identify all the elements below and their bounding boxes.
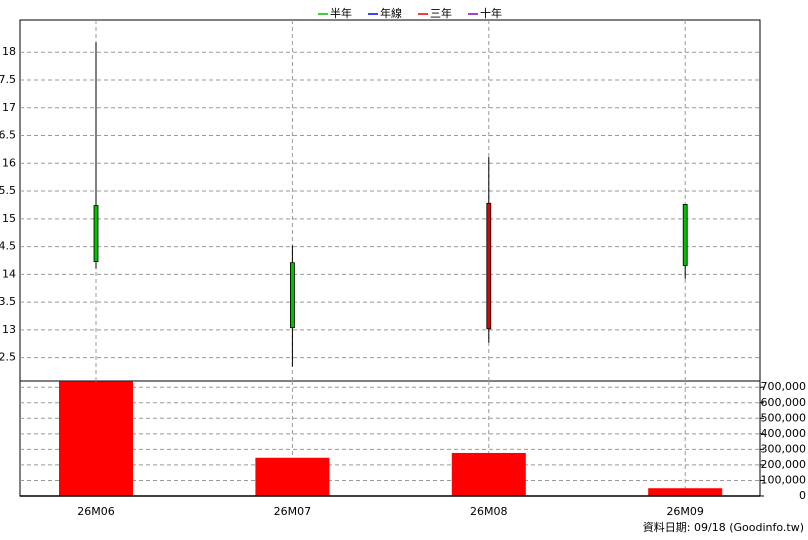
y-tick-label: 3.5 [0, 295, 16, 308]
price-panel [19, 19, 761, 382]
y-tick-label: 500,000 [761, 411, 807, 424]
y-tick-label: 200,000 [761, 458, 807, 471]
legend-label: 十年 [480, 6, 502, 20]
bar [59, 381, 133, 496]
y-tick-label: 13 [2, 323, 16, 336]
y-tick-label: 7.5 [0, 73, 16, 86]
y-tick-label: 700,000 [761, 380, 807, 393]
y-tick-label: 17 [2, 101, 16, 114]
y-tick-label: 4.5 [0, 240, 16, 253]
source-note: 資料日期: 09/18 (Goodinfo.tw) [643, 520, 804, 534]
x-tick-label: 26M06 [77, 505, 115, 518]
y-tick-label: 100,000 [761, 473, 807, 486]
legend-label: 半年 [330, 6, 352, 20]
x-tick-label: 26M07 [274, 505, 312, 518]
y-tick-label: 2.5 [0, 351, 16, 364]
bar [451, 452, 526, 496]
y-tick-label: 14 [2, 267, 16, 280]
y-tick-label: 300,000 [761, 442, 807, 455]
candle-body [289, 262, 295, 329]
y-tick-label: 400,000 [761, 427, 807, 440]
legend-label: 三年 [430, 6, 452, 20]
legend-label: 年線 [380, 6, 402, 20]
y-tick-label: 15 [2, 212, 16, 225]
y-tick-label: 5.5 [0, 184, 16, 197]
y-tick-label: 600,000 [761, 396, 807, 409]
bar [648, 488, 723, 496]
bar [255, 457, 330, 496]
x-tick-label: 26M08 [470, 505, 508, 518]
y-tick-label: 6.5 [0, 129, 16, 142]
x-tick-label: 26M09 [666, 505, 704, 518]
volume-panel [19, 380, 761, 497]
y-tick-label: 18 [2, 45, 16, 58]
y-tick-label: 0 [799, 489, 806, 502]
candle-body [486, 202, 492, 330]
candle-body [93, 205, 99, 262]
y-tick-label: 16 [2, 156, 16, 169]
candle-body [682, 203, 688, 266]
